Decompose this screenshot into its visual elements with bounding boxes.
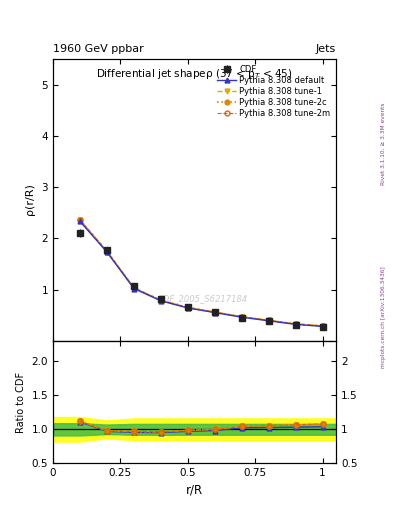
Text: Jets: Jets	[316, 44, 336, 54]
Text: Differential jet shapeρ (37 < p$_T$ < 45): Differential jet shapeρ (37 < p$_T$ < 45…	[96, 68, 293, 81]
Text: mcplots.cern.ch [arXiv:1306.3436]: mcplots.cern.ch [arXiv:1306.3436]	[381, 267, 386, 368]
X-axis label: r/R: r/R	[186, 484, 203, 497]
Text: CDF_2005_S6217184: CDF_2005_S6217184	[158, 294, 248, 303]
Y-axis label: ρ(r/​R): ρ(r/​R)	[26, 184, 36, 216]
Text: 1960 GeV ppbar: 1960 GeV ppbar	[53, 44, 144, 54]
Y-axis label: Ratio to CDF: Ratio to CDF	[16, 372, 26, 433]
Text: Rivet 3.1.10, ≥ 3.3M events: Rivet 3.1.10, ≥ 3.3M events	[381, 102, 386, 185]
Legend: CDF, Pythia 8.308 default, Pythia 8.308 tune-1, Pythia 8.308 tune-2c, Pythia 8.3: CDF, Pythia 8.308 default, Pythia 8.308 …	[216, 63, 332, 120]
